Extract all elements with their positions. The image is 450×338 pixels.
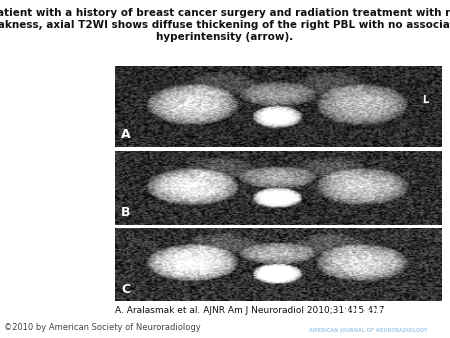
Text: AMERICAN JOURNAL OF NEURORADIOLOGY: AMERICAN JOURNAL OF NEURORADIOLOGY	[309, 329, 427, 334]
Text: A, In a patient with a history of breast cancer surgery and radiation treatment : A, In a patient with a history of breast…	[0, 8, 450, 42]
Text: AINR: AINR	[338, 309, 397, 327]
Text: B: B	[122, 206, 131, 219]
Text: A: A	[122, 127, 131, 141]
Text: A. Aralasmak et al. AJNR Am J Neuroradiol 2010;31:415-417: A. Aralasmak et al. AJNR Am J Neuroradio…	[115, 306, 384, 315]
Text: L: L	[422, 95, 428, 105]
Text: ©2010 by American Society of Neuroradiology: ©2010 by American Society of Neuroradiol…	[4, 323, 201, 332]
Text: C: C	[122, 283, 130, 296]
